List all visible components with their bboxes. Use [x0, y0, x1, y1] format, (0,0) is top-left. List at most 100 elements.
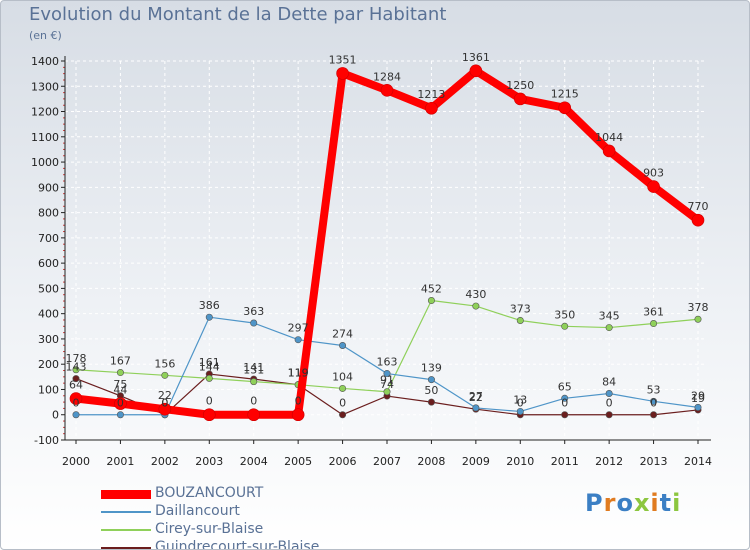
- data-label: 1213: [417, 88, 445, 101]
- data-point: [72, 411, 80, 419]
- legend-label: Cirey-sur-Blaise: [155, 521, 264, 537]
- data-label: 64: [69, 379, 83, 392]
- data-label: 0: [206, 395, 213, 408]
- y-tick-label: 400: [38, 308, 59, 321]
- data-label: 1250: [506, 79, 534, 92]
- y-tick-label: 0: [52, 409, 59, 422]
- data-point: [69, 392, 83, 405]
- data-point: [247, 408, 261, 422]
- data-point: [383, 370, 391, 378]
- data-label: 0: [250, 395, 257, 408]
- data-label: 1215: [551, 88, 579, 101]
- data-point: [516, 316, 524, 324]
- data-label: 141: [243, 361, 264, 374]
- x-tick-label: 2008: [417, 455, 445, 468]
- data-label: 1351: [329, 53, 357, 66]
- data-point: [561, 322, 569, 330]
- data-label: 91: [380, 374, 394, 387]
- data-label: 0: [295, 395, 302, 408]
- data-label: 1044: [595, 131, 623, 144]
- data-point: [647, 180, 660, 193]
- data-label: 119: [288, 367, 309, 380]
- data-point: [691, 213, 705, 227]
- data-label: 44: [113, 384, 127, 397]
- data-label: 161: [199, 356, 220, 369]
- y-tick-label: 800: [38, 207, 59, 220]
- x-tick-label: 2007: [373, 455, 401, 468]
- data-label: 386: [199, 299, 220, 312]
- data-point: [158, 402, 172, 416]
- legend-swatch: [101, 489, 151, 499]
- proxiti-logo: Proxiti: [585, 489, 681, 517]
- x-tick-label: 2014: [684, 455, 712, 468]
- y-tick-label: 700: [38, 232, 59, 245]
- data-label: 156: [154, 357, 175, 370]
- data-point: [116, 369, 124, 377]
- legend-swatch: [101, 511, 151, 513]
- data-label: 297: [288, 322, 309, 335]
- x-tick-label: 2011: [551, 455, 579, 468]
- data-label: 119: [288, 367, 309, 380]
- data-label: 178: [66, 352, 87, 365]
- data-label: 22: [158, 389, 172, 402]
- data-point: [339, 411, 347, 419]
- data-label: 350: [554, 308, 575, 321]
- data-label: 29: [691, 389, 705, 402]
- data-point: [72, 366, 80, 374]
- x-tick-label: 2012: [595, 455, 623, 468]
- data-label: 0: [117, 397, 124, 410]
- data-label: 74: [380, 378, 394, 391]
- logo-letter: i: [650, 489, 660, 517]
- data-point: [425, 101, 438, 115]
- data-point: [469, 64, 483, 78]
- data-point: [427, 297, 435, 305]
- data-label: 104: [332, 370, 353, 383]
- data-label: 0: [339, 397, 346, 410]
- data-point: [558, 101, 572, 115]
- data-label: 139: [421, 362, 442, 375]
- data-point: [250, 378, 258, 386]
- data-point: [650, 411, 658, 419]
- data-label: 903: [643, 167, 664, 180]
- data-point: [605, 411, 613, 419]
- data-label: 131: [243, 364, 264, 377]
- data-label: 27: [469, 390, 483, 403]
- data-label: 0: [161, 397, 168, 410]
- y-tick-label: 1100: [31, 131, 59, 144]
- x-tick-label: 2006: [329, 455, 357, 468]
- y-tick-label: 1000: [31, 156, 59, 169]
- data-point: [161, 371, 169, 379]
- chart-unit: (en €): [29, 29, 62, 42]
- data-point: [116, 411, 124, 419]
- data-point: [72, 375, 80, 383]
- y-tick-label: 100: [38, 383, 59, 396]
- x-tick-label: 2013: [640, 455, 668, 468]
- x-tick-label: 2005: [284, 455, 312, 468]
- data-point: [380, 84, 394, 97]
- data-label: 53: [647, 383, 661, 396]
- data-label: 1361: [462, 51, 490, 64]
- data-point: [205, 374, 213, 382]
- data-label: 0: [517, 397, 524, 410]
- data-label: 361: [643, 306, 664, 319]
- legend-label: BOUZANCOURT: [155, 485, 264, 501]
- y-tick-label: 1300: [31, 80, 59, 93]
- data-point: [694, 403, 702, 411]
- data-label: 0: [650, 397, 657, 410]
- data-label: 0: [73, 397, 80, 410]
- y-tick-label: 900: [38, 181, 59, 194]
- x-tick-label: 2009: [462, 455, 490, 468]
- data-label: 430: [465, 288, 486, 301]
- data-point: [427, 398, 435, 406]
- data-label: 363: [243, 305, 264, 318]
- y-tick-label: -100: [34, 434, 59, 447]
- logo-letter: i: [672, 489, 682, 517]
- data-label: 452: [421, 283, 442, 296]
- logo-letter: r: [603, 489, 617, 517]
- data-label: 163: [377, 356, 398, 369]
- legend-swatch: [101, 547, 151, 549]
- logo-letter: o: [616, 489, 634, 517]
- data-point: [602, 144, 616, 158]
- x-tick-label: 2000: [62, 455, 90, 468]
- data-label: 345: [599, 310, 620, 323]
